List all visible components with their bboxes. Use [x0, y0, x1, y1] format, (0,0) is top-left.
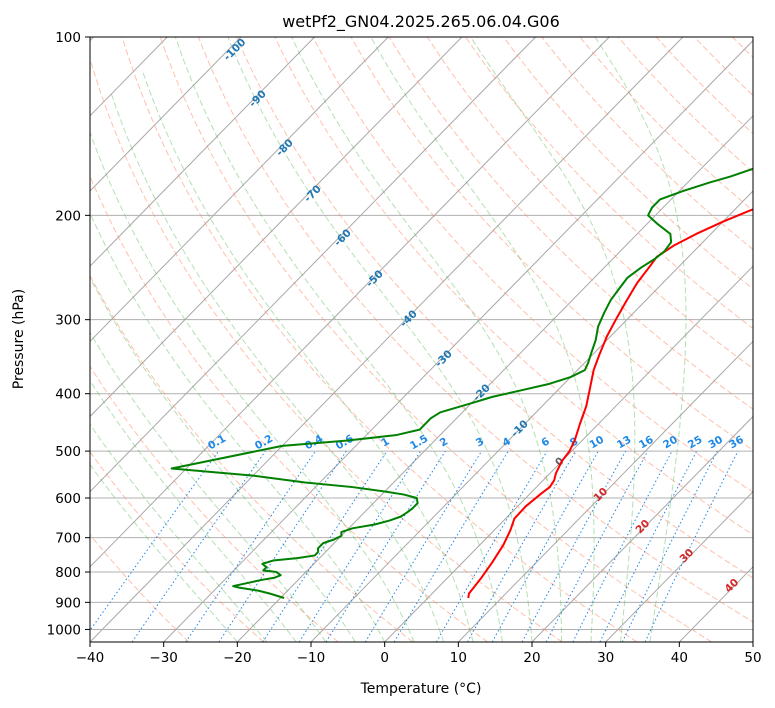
- moist-adiabat-line: [90, 423, 268, 642]
- x-tick-label: 30: [597, 650, 614, 666]
- dry-adiabat-line: [90, 533, 190, 642]
- isotherm-line: [90, 37, 315, 267]
- moist-adiabat-line: [142, 72, 474, 642]
- x-tick-label: −40: [76, 650, 105, 666]
- mixing-ratio-line: [521, 450, 627, 642]
- moist-adiabat-line: [90, 331, 327, 642]
- isotherm-line: [90, 37, 463, 418]
- moist-adiabat-line: [594, 37, 687, 642]
- x-axis-label: Temperature (°C): [360, 681, 482, 697]
- y-axis: 100 200 300 400 500 600 700 800 900 1000: [47, 30, 90, 638]
- dry-adiabat-line: [90, 365, 339, 642]
- x-axis: −40 −30 −20 −10 0 10 20 30 40 50: [76, 642, 762, 666]
- moist-adiabat-line: [90, 463, 238, 642]
- isotherm-line: [605, 490, 753, 642]
- y-tick-label: 400: [55, 387, 81, 403]
- moist-adiabat-line: [174, 37, 504, 642]
- mixing-ratio-line: [467, 450, 577, 642]
- isotherm-line: [457, 340, 753, 642]
- mixing-ratio-line: [364, 450, 483, 642]
- dewpoint-line: [170, 167, 753, 599]
- y-tick-label: 800: [55, 565, 81, 581]
- isotherm-line: [90, 37, 242, 192]
- mixing-ratio-line: [131, 450, 266, 642]
- y-tick-label: 900: [55, 595, 81, 611]
- moist-adiabat-line: [90, 379, 297, 642]
- temperature-line: [467, 208, 753, 599]
- mixing-ratio-line: [262, 450, 388, 642]
- mixing-ratio-line: [218, 450, 347, 642]
- mixing-ratio-line: [491, 450, 599, 642]
- moist-adiabat-line: [370, 37, 595, 642]
- moist-adiabat-line: [90, 211, 386, 642]
- dry-adiabat-line: [159, 37, 712, 642]
- dry-adiabat-line: [90, 175, 488, 642]
- plot-frame: [89, 36, 754, 643]
- mixing-ratio-line: [90, 450, 220, 632]
- x-tick-label: 0: [380, 650, 389, 666]
- moist-adiabat-line: [470, 37, 636, 642]
- dry-adiabat-line: [465, 37, 753, 329]
- y-axis-label: Pressure (hPa): [11, 289, 27, 389]
- moist-adiabat-line: [227, 37, 533, 642]
- isotherm-line: [90, 37, 684, 642]
- isotherm-line: [163, 39, 753, 642]
- dry-adiabat-line: [350, 37, 753, 451]
- mixing-ratio-line: [185, 450, 316, 642]
- x-tick-label: −20: [223, 650, 252, 666]
- y-tick-label: 300: [55, 313, 81, 329]
- moist-adiabat-line: [90, 276, 356, 642]
- background-lines: [90, 37, 753, 642]
- chart-title: wetPf2_GN04.2025.265.06.04.G06: [282, 12, 560, 32]
- y-tick-label: 500: [55, 444, 81, 460]
- x-tick-label: 10: [450, 650, 467, 666]
- dry-adiabat-line: [426, 37, 753, 370]
- mixing-ratio-line: [599, 450, 698, 642]
- y-tick-label: 100: [55, 30, 81, 46]
- mixing-ratio-line: [621, 450, 718, 642]
- dry-adiabat-line: [90, 274, 414, 642]
- y-tick-label: 600: [55, 491, 81, 507]
- isotherm-line: [384, 265, 753, 642]
- dry-adiabat-line: [90, 57, 563, 642]
- isotherm-line: [236, 115, 753, 642]
- moist-adiabat-line: [90, 130, 415, 642]
- mixing-ratio-line: [545, 450, 649, 642]
- dry-adiabat-line: [312, 37, 753, 493]
- isotherm-line: [310, 190, 753, 642]
- dry-adiabat-line: [121, 37, 638, 642]
- y-tick-label: 1000: [47, 622, 81, 638]
- series-layer: [170, 167, 753, 599]
- x-tick-label: 40: [671, 650, 688, 666]
- isotherm-line: [90, 37, 610, 568]
- x-tick-label: −10: [297, 650, 326, 666]
- dry-adiabat-line: [274, 37, 753, 536]
- x-tick-label: 50: [744, 650, 761, 666]
- isotherm-line: [531, 415, 753, 642]
- isotherm-line: [90, 37, 536, 493]
- y-tick-label: 200: [55, 208, 81, 224]
- x-tick-label: 20: [523, 650, 540, 666]
- isotherm-line: [90, 37, 389, 343]
- x-tick-label: −30: [149, 650, 178, 666]
- y-tick-label: 700: [55, 531, 81, 547]
- mixing-ratio-line: [298, 450, 422, 642]
